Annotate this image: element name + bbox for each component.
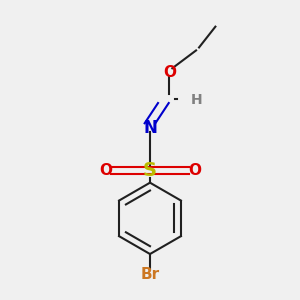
Text: Br: Br xyxy=(140,267,160,282)
Text: O: O xyxy=(188,163,201,178)
Text: S: S xyxy=(143,161,157,180)
Text: N: N xyxy=(143,119,157,137)
Text: O: O xyxy=(99,163,112,178)
Text: O: O xyxy=(163,65,176,80)
Text: H: H xyxy=(190,93,202,107)
